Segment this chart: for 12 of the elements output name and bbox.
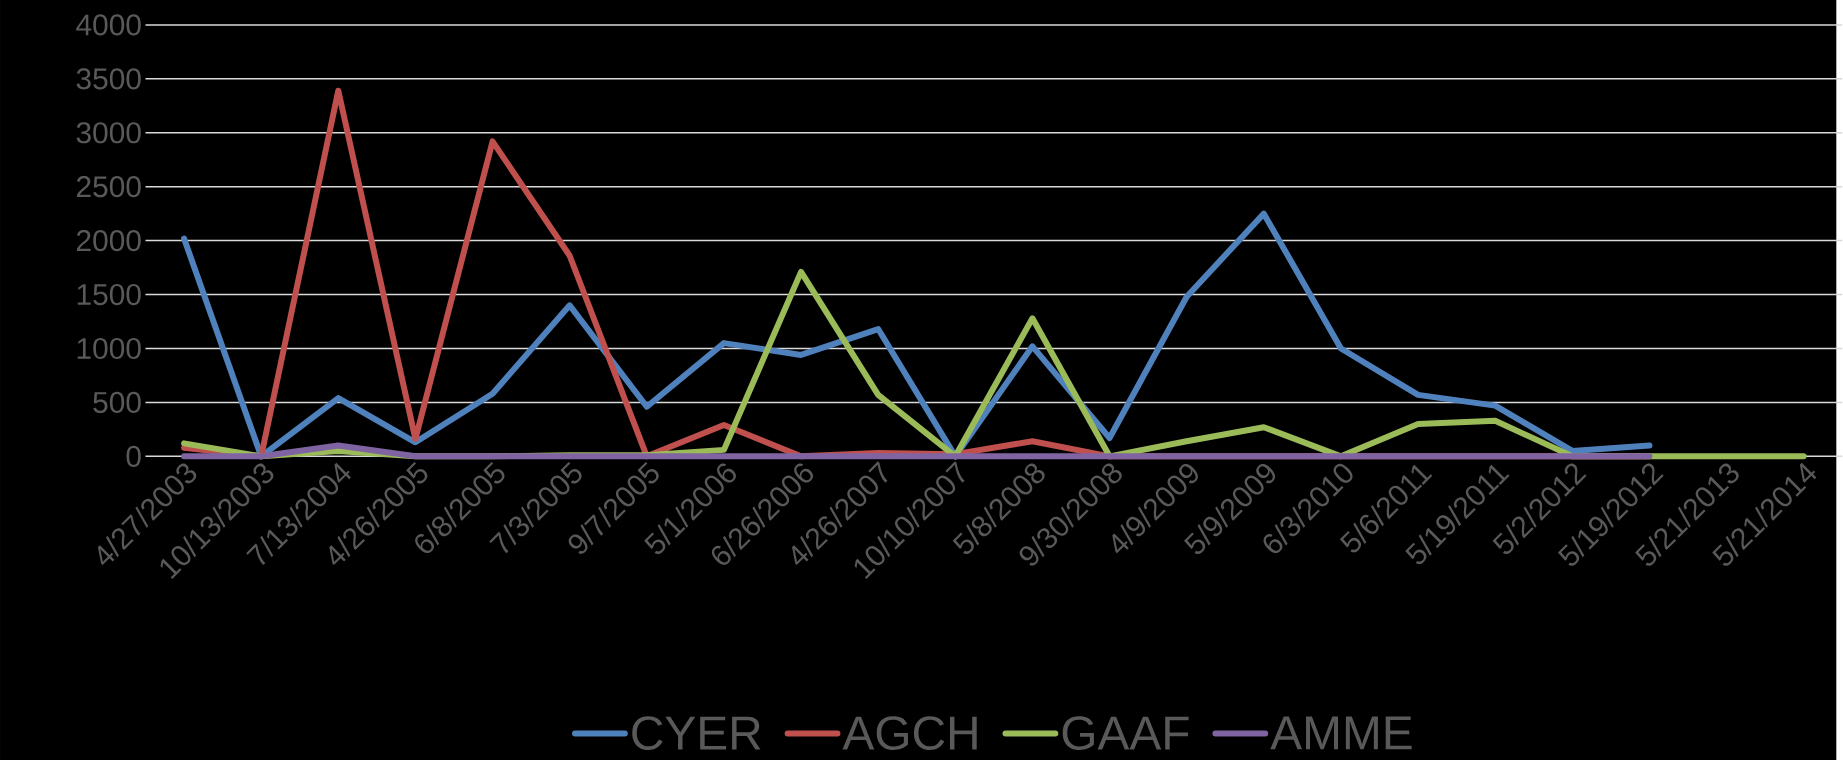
legend-label: AGCH <box>842 716 977 750</box>
y-tick-label: 3500 <box>76 68 141 90</box>
legend-label: GAAF <box>1062 716 1189 750</box>
legend-label: CYER <box>632 716 761 750</box>
legend-label: AMME <box>1270 716 1412 750</box>
y-tick-label: 500 <box>93 391 141 413</box>
y-tick-label: 2500 <box>76 175 141 198</box>
y-tick-label: 1500 <box>77 283 141 306</box>
y-tick-label: 2000 <box>76 229 141 252</box>
y-tick-label: 1000 <box>77 337 141 359</box>
y-tick-label: 4000 <box>76 14 141 36</box>
y-tick-label: 3000 <box>76 122 141 144</box>
